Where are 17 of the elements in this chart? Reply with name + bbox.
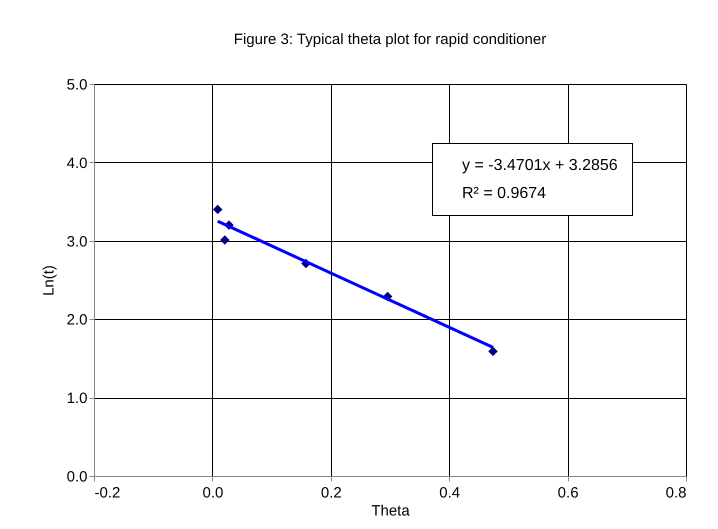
- y-tick-label: 5.0: [66, 76, 88, 94]
- x-tick-label: 0.2: [320, 484, 342, 502]
- x-axis-title: Theta: [371, 502, 410, 520]
- y-tick-label: 4.0: [66, 154, 88, 172]
- annotation: R² = 0.9674: [462, 185, 546, 202]
- annotation: y = -3.4701x + 3.2856: [462, 157, 618, 174]
- y-tick-label: 2.0: [66, 312, 88, 329]
- x-tick-label: 0.4: [439, 484, 460, 502]
- x-tick-label: 0.8: [666, 484, 686, 502]
- x-tick-label: 0.6: [558, 484, 579, 502]
- y-tick-label: 0.0: [66, 468, 88, 486]
- y-tick-label: 1.0: [66, 390, 88, 408]
- x-tick-label: -0.2: [94, 484, 120, 502]
- x-tick-label: 0.0: [202, 484, 224, 502]
- chart-title: Figure 3: Typical theta plot for rapid conditioner: [234, 31, 546, 48]
- y-tick-label: 3.0: [66, 233, 88, 250]
- y-axis-title: Ln(t): [40, 265, 58, 296]
